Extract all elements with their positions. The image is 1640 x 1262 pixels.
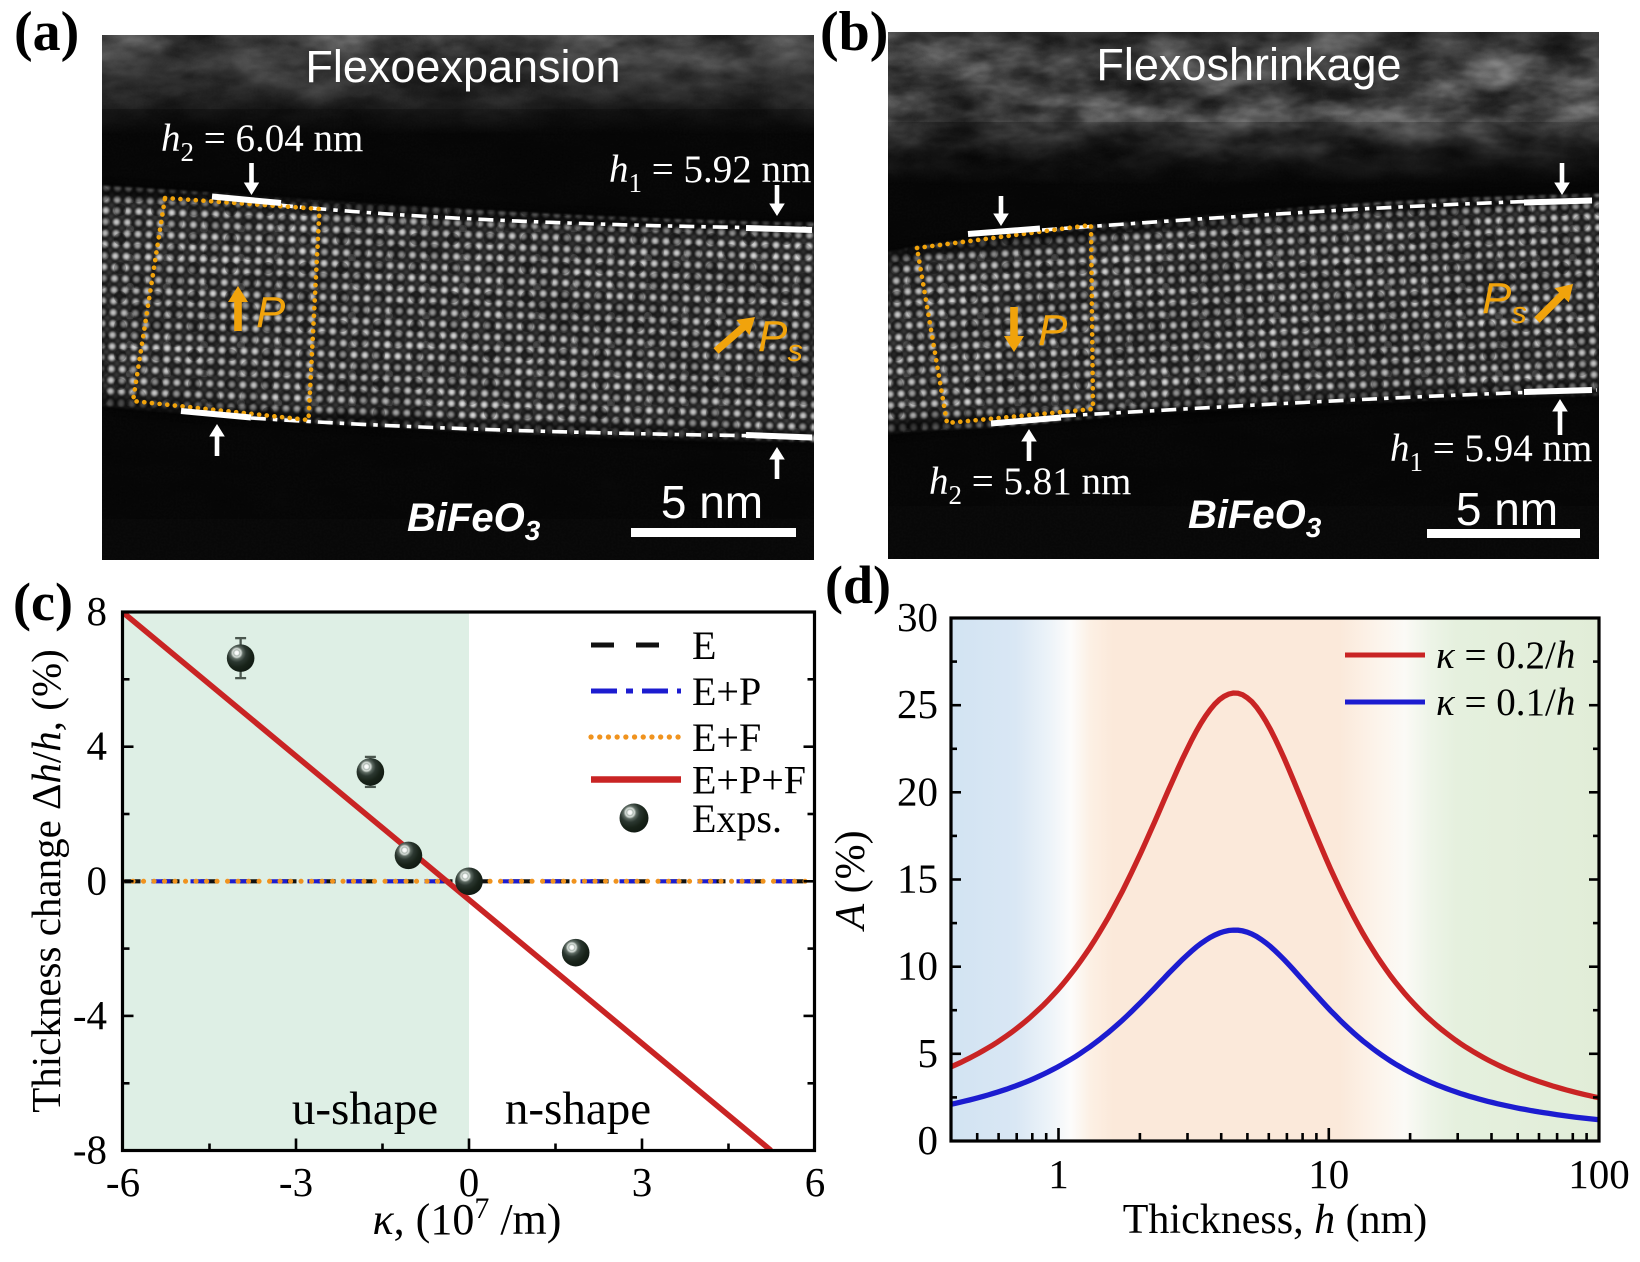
svg-text:P: P <box>256 288 286 337</box>
svg-text:Thickness change Δh/h, (%): Thickness change Δh/h, (%) <box>23 649 69 1113</box>
svg-text:P: P <box>1038 306 1068 355</box>
svg-text:3: 3 <box>632 1159 653 1205</box>
svg-text:(a): (a) <box>14 1 79 63</box>
svg-text:20: 20 <box>897 768 938 814</box>
svg-text:Ps: Ps <box>758 312 803 368</box>
svg-text:κ = 0.1/h: κ = 0.1/h <box>1436 681 1575 724</box>
svg-text:n-shape: n-shape <box>505 1083 651 1135</box>
svg-text:-3: -3 <box>279 1159 313 1205</box>
svg-text:h2 = 5.81 nm: h2 = 5.81 nm <box>929 460 1131 510</box>
svg-text:5: 5 <box>918 1030 939 1076</box>
svg-text:Flexoexpansion: Flexoexpansion <box>305 41 620 92</box>
svg-text:E+F: E+F <box>692 715 761 760</box>
svg-text:25: 25 <box>897 681 938 727</box>
svg-text:BiFeO3: BiFeO3 <box>1188 493 1322 543</box>
svg-text:6: 6 <box>805 1159 826 1205</box>
svg-text:5 nm: 5 nm <box>661 476 763 528</box>
svg-text:100: 100 <box>1568 1151 1630 1197</box>
svg-text:(c): (c) <box>13 572 73 632</box>
svg-text:-6: -6 <box>106 1159 140 1205</box>
svg-text:1: 1 <box>1048 1151 1069 1197</box>
svg-text:-8: -8 <box>73 1127 107 1173</box>
svg-text:0: 0 <box>918 1117 939 1163</box>
svg-text:8: 8 <box>87 588 108 634</box>
svg-text:h1 = 5.92 nm: h1 = 5.92 nm <box>609 148 811 198</box>
svg-text:u-shape: u-shape <box>292 1083 438 1135</box>
svg-text:κ, (107 /m): κ, (107 /m) <box>373 1192 562 1244</box>
svg-text:(b): (b) <box>820 1 888 63</box>
svg-text:E+P: E+P <box>692 669 761 714</box>
svg-text:E+P+F: E+P+F <box>692 758 806 803</box>
svg-text:κ = 0.2/h: κ = 0.2/h <box>1436 634 1575 677</box>
svg-text:30: 30 <box>897 594 938 640</box>
svg-text:Exps.: Exps. <box>692 796 782 841</box>
svg-text:0: 0 <box>87 857 108 903</box>
svg-text:Ps: Ps <box>1482 274 1527 330</box>
svg-text:4: 4 <box>87 723 108 769</box>
svg-text:15: 15 <box>897 856 938 902</box>
svg-text:10: 10 <box>1308 1151 1349 1197</box>
svg-text:10: 10 <box>897 943 938 989</box>
svg-text:0: 0 <box>459 1159 480 1205</box>
svg-text:5 nm: 5 nm <box>1456 483 1558 535</box>
svg-text:h2 = 6.04 nm: h2 = 6.04 nm <box>161 117 363 167</box>
svg-text:A (%): A (%) <box>828 830 874 932</box>
svg-text:E: E <box>692 623 716 668</box>
svg-text:BiFeO3: BiFeO3 <box>407 496 541 546</box>
svg-text:(d): (d) <box>825 555 891 615</box>
svg-text:-4: -4 <box>73 992 107 1038</box>
svg-text:Flexoshrinkage: Flexoshrinkage <box>1096 39 1401 90</box>
svg-text:Thickness, h (nm): Thickness, h (nm) <box>1123 1197 1427 1243</box>
svg-text:h1 = 5.94 nm: h1 = 5.94 nm <box>1390 427 1592 477</box>
